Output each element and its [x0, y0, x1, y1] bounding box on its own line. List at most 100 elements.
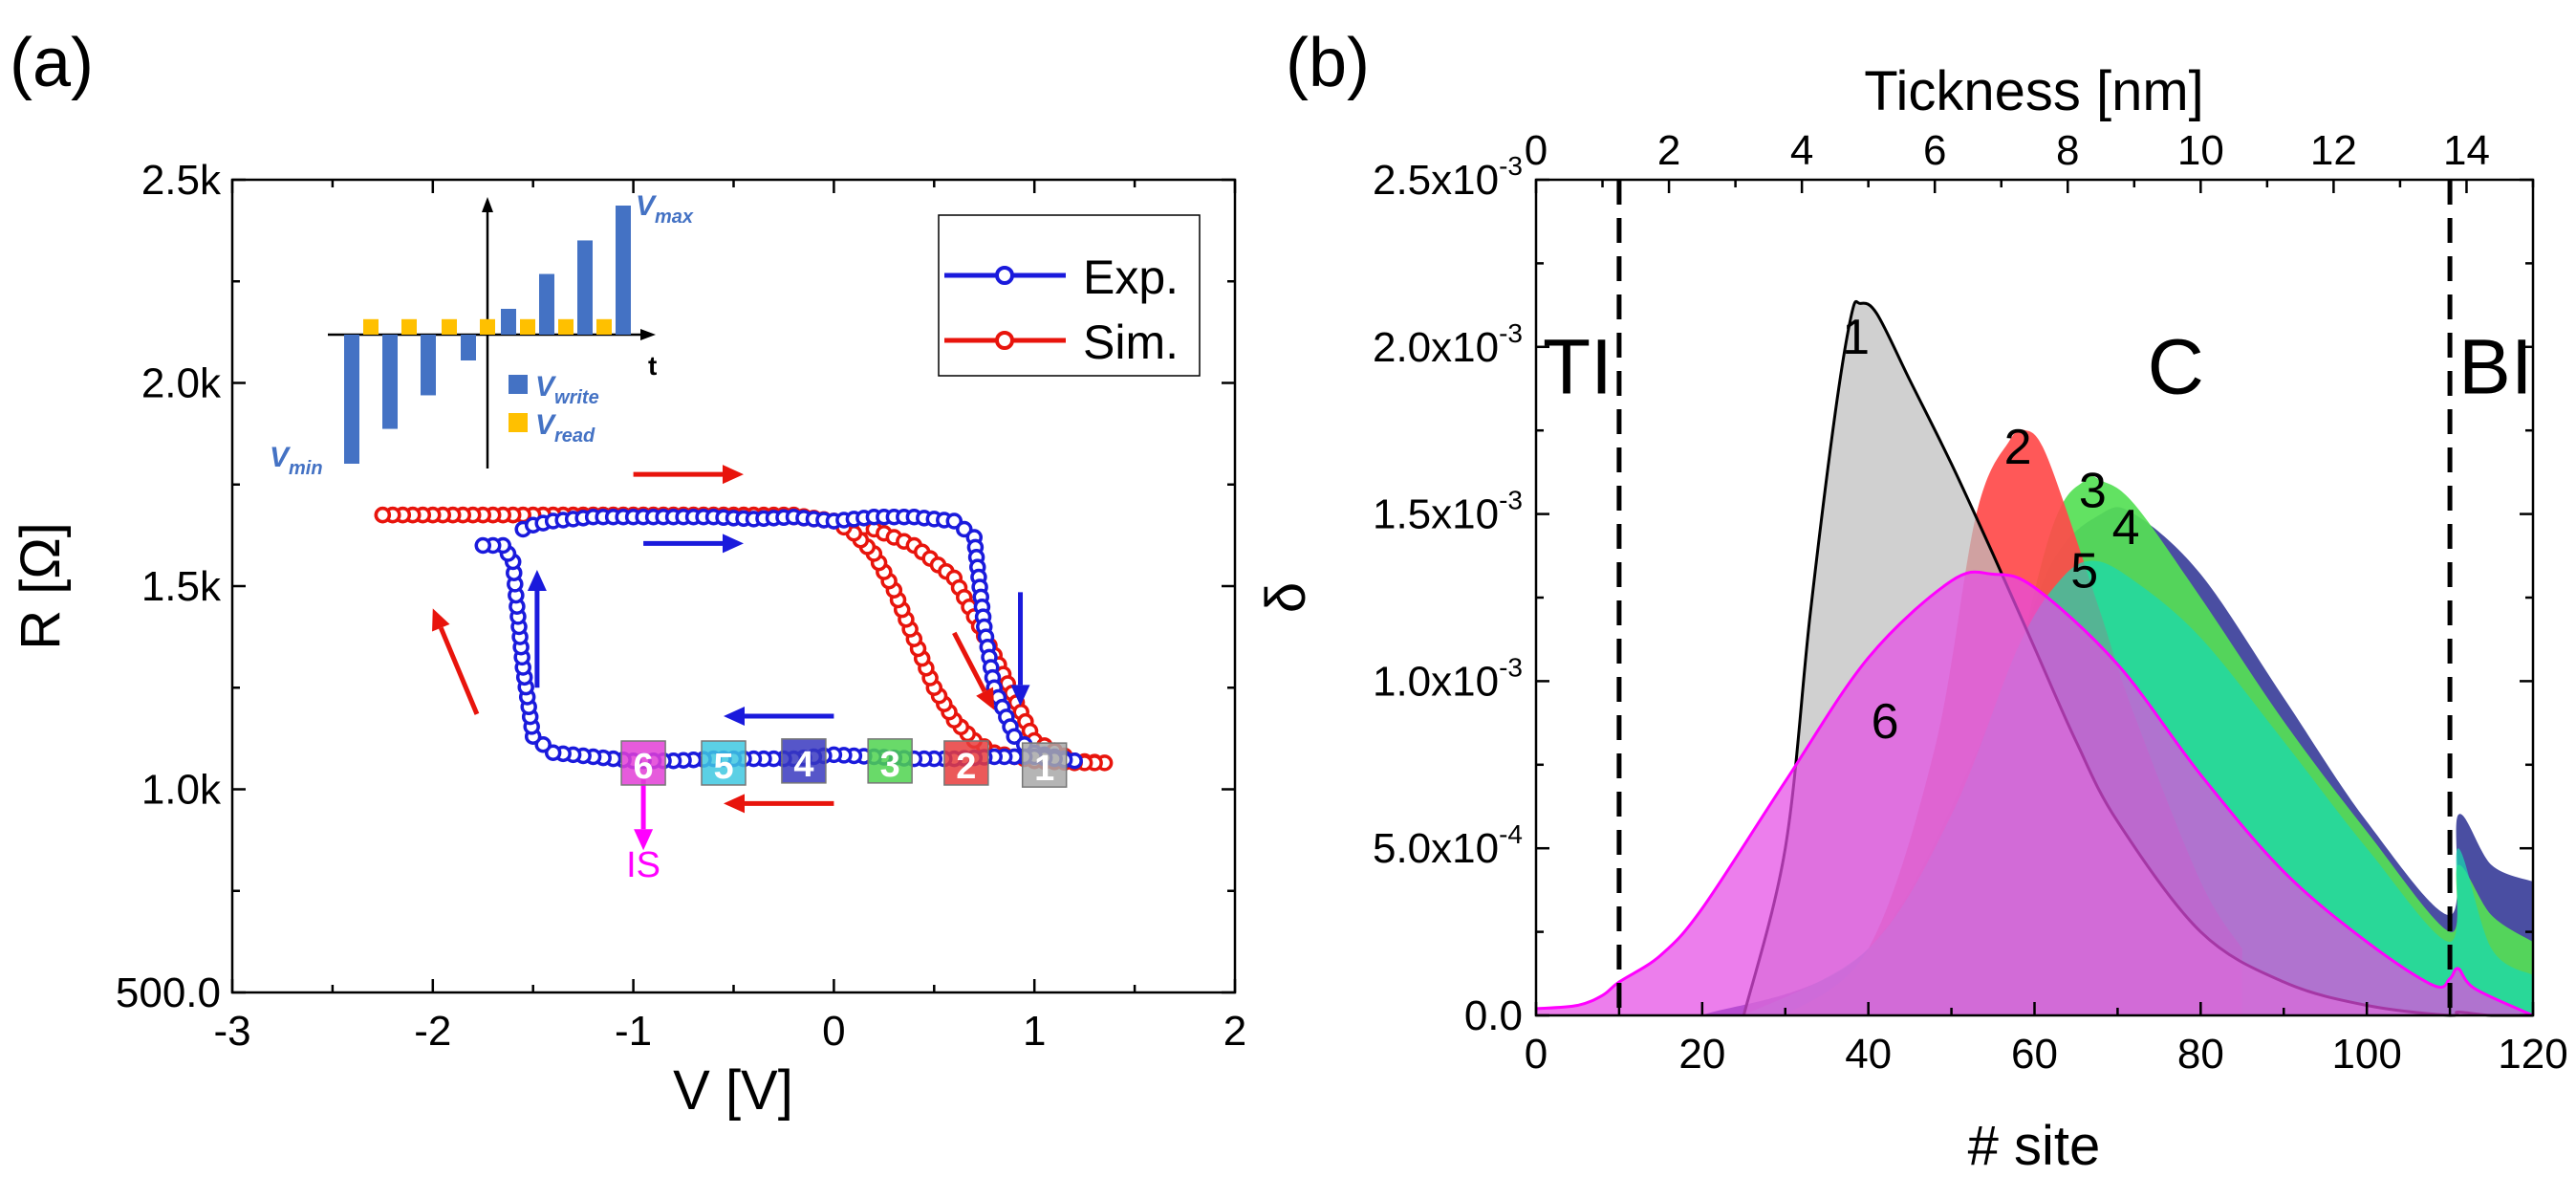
b-top-xtick-label: 14: [2443, 127, 2490, 174]
inset-vmin-label: Vmin: [270, 442, 323, 479]
write-pulse-bar: [461, 335, 476, 360]
panel-a-ticks: -3 -2 -1 0 1 2 500.0 1.0k 1.5k 2.0k 2.5k: [116, 157, 1246, 1055]
inset-read-label: Vread: [535, 409, 595, 447]
b-top-xtick-label: 2: [1657, 127, 1680, 174]
data-point: [474, 536, 491, 555]
curve-label-4: 4: [2112, 500, 2140, 556]
curve-label-1: 1: [1842, 310, 1870, 365]
read-pulse-bar: [442, 318, 457, 335]
write-pulse-bar: [344, 335, 359, 464]
b-ytick-label: 5.0x10-4: [1373, 819, 1523, 872]
area-fill: [1536, 572, 2533, 1015]
state-marker-2: 2: [943, 740, 989, 787]
write-pulse-bar: [421, 335, 436, 396]
state-marker-6: 6: [620, 740, 666, 787]
read-pulse-bar: [363, 318, 379, 335]
b-top-xtick-label: 8: [2056, 127, 2079, 174]
sim-arrow-left-bottom: [724, 794, 834, 814]
panel-b-label: (b): [1286, 25, 1370, 101]
a-xtick-label: 0: [822, 1008, 845, 1055]
b-top-xtick-label: 12: [2310, 127, 2357, 174]
b-xtick-label: 100: [2331, 1031, 2401, 1078]
inset-axis-arrow-icon: [482, 197, 493, 212]
a-xtick-label: -2: [414, 1008, 451, 1055]
a-ytick-label: 500.0: [116, 970, 221, 1016]
panel-b-region-lines: [1616, 180, 2453, 1015]
b-xtick-label: 120: [2498, 1031, 2567, 1078]
panel-a-xlabel: V [V]: [673, 1059, 793, 1122]
panel-a-label: (a): [10, 25, 94, 101]
inset-t-label: t: [648, 351, 657, 381]
read-pulse-bar: [520, 318, 535, 335]
region-label-ti: TI: [1543, 324, 1613, 411]
state-label: 3: [880, 745, 900, 785]
curve-label-6: 6: [1872, 694, 1899, 750]
sim-arrow-up-left: [432, 608, 480, 715]
b-xtick-label: 60: [2011, 1031, 2058, 1078]
state-box: [943, 740, 989, 786]
exp-arrow-up-left: [527, 570, 547, 688]
inset-vmax-label: Vmax: [636, 190, 694, 228]
a-xtick-label: -1: [615, 1008, 652, 1055]
write-pulse-bar: [382, 335, 398, 429]
b-xtick-label: 20: [1678, 1031, 1725, 1078]
exp-arrow-left-bottom: [724, 707, 834, 726]
sim-arrow-down-right: [952, 631, 995, 710]
a-xtick-label: 2: [1223, 1008, 1246, 1055]
read-pulse-bar: [480, 318, 495, 335]
state-label: 6: [634, 747, 654, 787]
state-box: [867, 738, 913, 784]
pulse-inset: t Vmax Vmin Vwrite Vread: [270, 190, 694, 479]
a-xtick-label: 1: [1023, 1008, 1046, 1055]
panel-b-ylabel: δ: [1255, 582, 1317, 613]
curve-label-5: 5: [2070, 544, 2098, 599]
a-xtick-label: -3: [213, 1008, 250, 1055]
panel-a-legend: Exp. Sim.: [938, 214, 1201, 377]
state-marker-3: 3: [867, 738, 913, 785]
legend-exp-label: Exp.: [1083, 251, 1179, 304]
panel-a-series: [374, 506, 1114, 772]
curve-label-3: 3: [2079, 464, 2107, 519]
panel-b-labels: TI C BI 432 5 1 6: [1543, 310, 2533, 750]
write-pulse-bar: [539, 273, 554, 335]
state-marker-5: 5: [701, 740, 747, 787]
read-pulse-bar: [596, 318, 612, 335]
state-box: [701, 740, 747, 786]
panel-b-areas: [1535, 299, 2534, 1017]
series-exp: [474, 509, 1083, 770]
b-xtick-label: 40: [1845, 1031, 1892, 1078]
panel-b-xlabel: # site: [1968, 1115, 2101, 1177]
read-pulse-bar: [401, 318, 417, 335]
curve-label-2: 2: [2004, 420, 2032, 475]
write-pulse-bar: [501, 309, 516, 335]
is-label: IS: [626, 845, 660, 885]
state-label: 5: [713, 747, 733, 787]
inset-write-label: Vwrite: [535, 371, 599, 408]
panel-b-top-xlabel: Tickness [nm]: [1864, 60, 2204, 122]
region-label-bi: BI: [2458, 324, 2532, 411]
state-label: 2: [956, 747, 976, 787]
a-ytick-label: 2.0k: [141, 360, 222, 407]
panel-a-arrows: [432, 465, 1030, 851]
state-marker-1: 1: [1021, 742, 1068, 789]
b-top-xtick-label: 0: [1525, 127, 1548, 174]
area-series-6: [1535, 570, 2534, 1017]
b-xtick-label: 0: [1525, 1031, 1548, 1078]
b-ytick-label: 1.0x10-3: [1373, 652, 1523, 705]
a-ytick-label: 1.5k: [141, 563, 222, 610]
a-ytick-label: 1.0k: [141, 767, 222, 814]
panel-a-chart: (a) 6 5 4 3 2 1 IS -3 -2 -1 0 1 2 500.0 1.0k 1.5k 2.0k 2…: [10, 25, 1246, 1122]
is-arrow: [634, 776, 654, 851]
write-pulse-bar: [577, 240, 593, 335]
legend-box: [938, 214, 1201, 377]
state-marker-4: 4: [781, 738, 827, 785]
write-pulse-bar: [616, 206, 631, 335]
panel-a-state-markers: 6 5 4 3 2 1 IS: [620, 738, 1068, 885]
state-box: [1021, 742, 1068, 788]
legend-sim-marker: [995, 331, 1014, 350]
exp-arrow-down-right: [1010, 592, 1030, 707]
inset-time-arrow-icon: [640, 329, 656, 340]
